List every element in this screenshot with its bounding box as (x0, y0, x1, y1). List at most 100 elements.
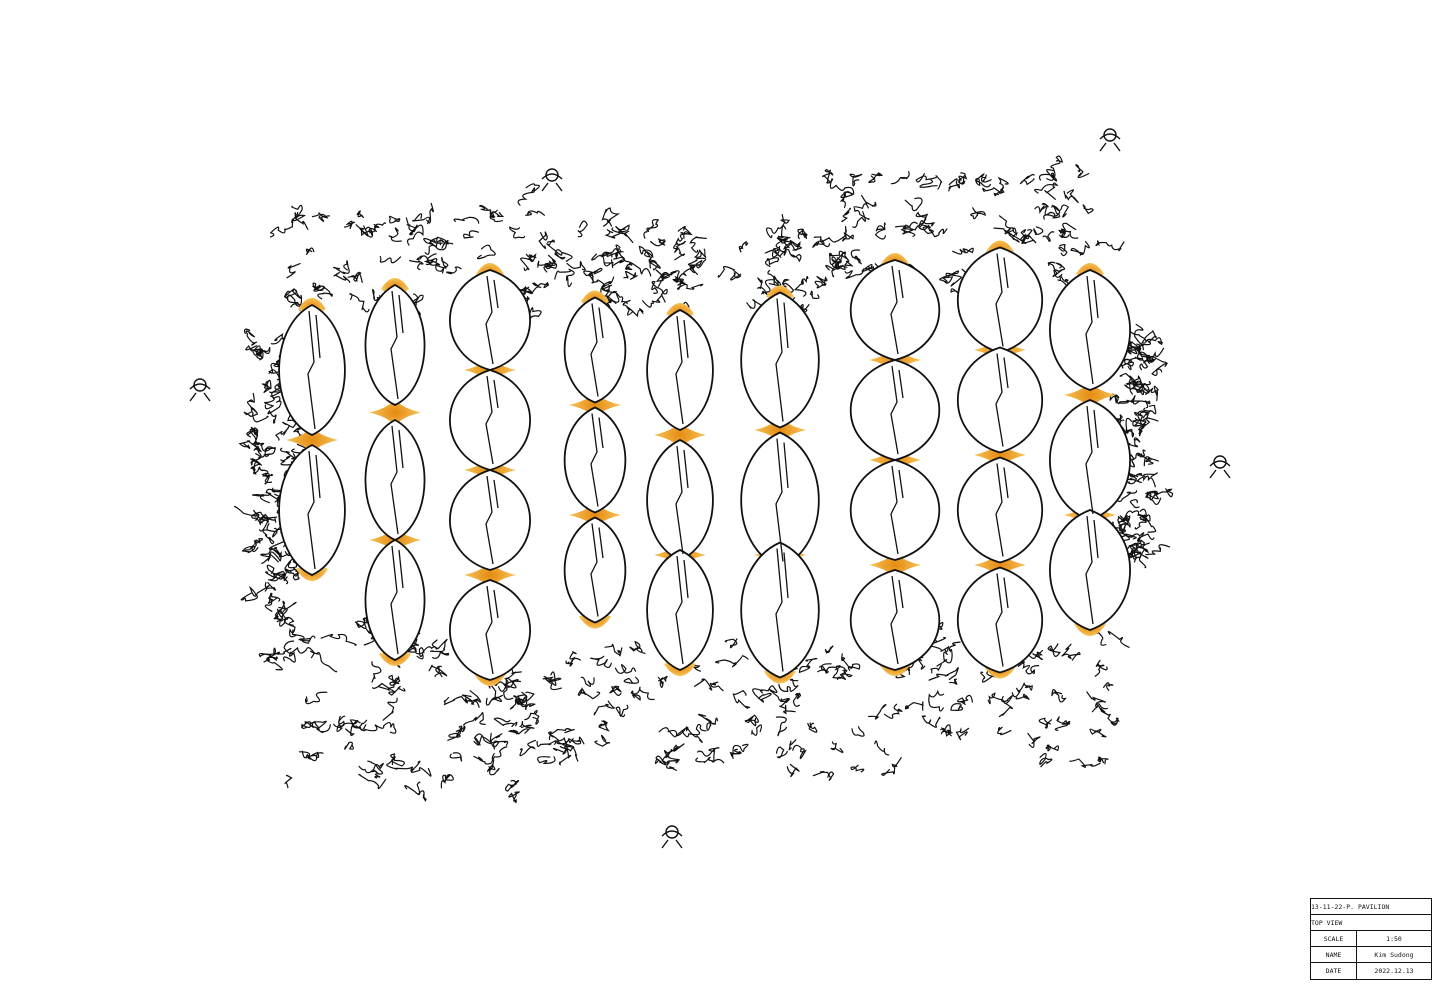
vegetation-scribble (463, 712, 486, 728)
vegetation-scribble (1091, 704, 1106, 713)
vegetation-scribble (670, 270, 684, 286)
vegetation-scribble (509, 226, 526, 239)
vegetation-scribble (489, 209, 503, 223)
vegetation-scribble (861, 194, 877, 207)
vegetation-scribble (251, 466, 274, 477)
vegetation-scribble (546, 239, 563, 256)
vegetation-scribble (276, 600, 288, 618)
vegetation-scribble (478, 204, 496, 218)
vegetation-scribble (1129, 551, 1149, 569)
vegetation-scribble (824, 645, 834, 654)
vegetation-scribble (609, 685, 623, 696)
vegetation-scribble (642, 294, 666, 308)
vegetation-scribble (759, 685, 783, 702)
vegetation-scribble (841, 207, 852, 223)
vegetation-scribble (874, 222, 886, 240)
vegetation-scribble (1034, 202, 1049, 214)
vegetation-scribble (252, 345, 263, 357)
vegetation-scribble (594, 734, 611, 747)
vegetation-scribble (919, 179, 938, 188)
vegetation-scribble (930, 645, 950, 653)
vegetation-scribble (1133, 539, 1150, 563)
vegetation-scribble (418, 790, 427, 802)
vegetation-scribble (519, 721, 533, 728)
vegetation-scribble (1054, 716, 1071, 731)
vegetation-scribble (251, 437, 261, 446)
vegetation-scribble (273, 608, 284, 623)
vegetation-scribble (807, 722, 818, 733)
vegetation-scribble (475, 735, 509, 746)
vegetation-scribble (1070, 241, 1090, 257)
vegetation-scribble (411, 213, 431, 225)
vegetation-scribble (654, 755, 667, 766)
vegetation-scribble (440, 774, 454, 789)
vegetation-scribble (1027, 732, 1041, 748)
vegetation-scribble (493, 717, 518, 728)
vegetation-scribble (432, 650, 450, 659)
rib-spine (1093, 519, 1099, 559)
vegetation-scribble (367, 760, 384, 779)
date-label: DATE (1311, 963, 1357, 980)
rib-spine (995, 573, 1004, 667)
vegetation-scribble (724, 638, 738, 649)
vegetation-scribble (771, 235, 791, 258)
rib-spine (493, 379, 499, 409)
view-name: TOP VIEW (1311, 918, 1343, 927)
vegetation-scribble (611, 249, 626, 269)
vegetation-scribble (623, 270, 638, 280)
vegetation-scribble (1082, 204, 1094, 215)
vegetation-scribble (1046, 168, 1058, 182)
vegetation-scribble (1124, 375, 1143, 390)
vegetation-scribble (261, 472, 273, 485)
vegetation-scribble (542, 676, 562, 691)
vegetation-scribble (503, 671, 519, 689)
vegetation-scribble (930, 651, 948, 674)
vegetation-scribble (558, 745, 575, 766)
rib-spine (398, 294, 404, 334)
vegetation-scribble (1047, 261, 1063, 278)
vegetation-scribble (982, 187, 1005, 194)
name-value: Kim Sudong (1374, 950, 1414, 959)
vegetation-scribble (798, 657, 818, 674)
vegetation-scribble (333, 715, 345, 732)
vegetation-scribble (1126, 380, 1144, 388)
vegetation-scribble (405, 644, 437, 655)
rib-spine (1003, 357, 1009, 389)
vegetation-scribble (1125, 437, 1141, 452)
rib-spine (590, 523, 599, 617)
vegetation-scribble (949, 678, 958, 685)
petal-shell (449, 369, 531, 471)
rib-spine (485, 375, 494, 465)
vegetation-scribble (939, 272, 954, 284)
vegetation-scribble (970, 207, 986, 220)
vegetation-scribble (1131, 419, 1144, 427)
vegetation-scribble (617, 647, 623, 657)
vegetation-scribble (284, 774, 293, 789)
vegetation-scribble (258, 647, 292, 658)
rib-spine (1003, 257, 1009, 289)
gold-joint-node (869, 547, 921, 583)
vegetation-scribble (505, 779, 520, 792)
vegetation-scribble (928, 667, 959, 681)
gold-joint-node (974, 437, 1026, 473)
vegetation-scribble (1130, 400, 1151, 409)
vegetation-scribble (358, 773, 387, 790)
vegetation-scribble (283, 288, 303, 300)
rib-spine (598, 307, 604, 339)
vegetation-scribble (428, 664, 448, 678)
rib-spine (398, 549, 404, 589)
vegetation-scribble (839, 191, 854, 208)
vegetation-scribble (453, 216, 480, 224)
vegetation-scribble (517, 183, 540, 206)
vegetation-scribble (655, 269, 677, 279)
vegetation-scribble (356, 620, 372, 629)
vegetation-scribble (443, 695, 468, 706)
rib-spine (783, 302, 789, 349)
vegetation-scribble (778, 241, 794, 256)
vegetation-scribble (779, 697, 796, 715)
vegetation-scribble (429, 258, 445, 274)
vegetation-scribble (250, 457, 263, 469)
rib-spine (315, 454, 321, 499)
vegetation-scribble (651, 280, 668, 296)
